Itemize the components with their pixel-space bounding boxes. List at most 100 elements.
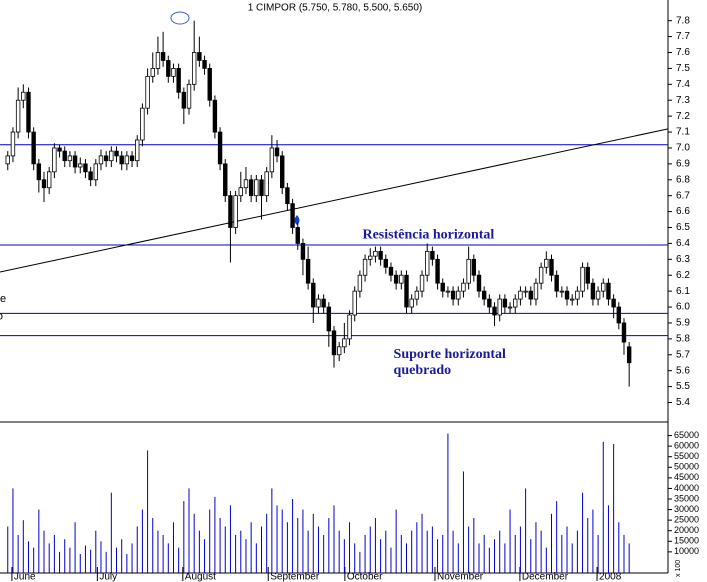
y-tick-label: 6.3 — [676, 254, 690, 265]
candle-body — [471, 258, 477, 276]
annotation: quebrado — [394, 363, 452, 378]
y-tick-label: 7.0 — [676, 143, 690, 154]
candle-body — [78, 163, 83, 168]
candle-body — [611, 298, 616, 308]
candle-body — [223, 163, 228, 197]
candle-body — [212, 99, 218, 133]
candle-body — [404, 274, 409, 308]
candle-body — [585, 266, 590, 284]
candle-body — [124, 155, 130, 165]
y2-tick-label: 15000 — [674, 536, 699, 546]
candle-body — [5, 155, 10, 165]
candle-body — [269, 147, 275, 173]
candle-body — [533, 282, 539, 300]
candle-body — [15, 99, 21, 133]
candle-body — [67, 155, 73, 162]
candle-body — [243, 179, 249, 189]
candle-body — [316, 298, 321, 308]
annotation: Resistência horizontal — [362, 228, 494, 243]
candle-body — [487, 298, 492, 308]
candle-body — [72, 155, 78, 168]
y-tick-label: 6.2 — [676, 270, 690, 281]
y-tick-label: 5.8 — [676, 334, 690, 345]
candle-body — [383, 258, 388, 268]
candle-body — [280, 155, 285, 189]
candle-body — [564, 290, 570, 300]
candle-body — [160, 52, 166, 61]
candle-body — [528, 290, 533, 300]
candle-body — [264, 171, 269, 197]
annotation: Suporte horizontal — [394, 347, 507, 362]
candle-body — [425, 250, 430, 276]
candle-body — [326, 306, 332, 332]
candle-body — [202, 60, 207, 69]
y-tick-label: 5.9 — [676, 318, 690, 329]
y2-tick-label: 40000 — [674, 483, 699, 493]
candle-body — [621, 322, 627, 343]
candle-body — [554, 274, 559, 292]
y-tick-label: 6.1 — [676, 286, 690, 297]
y-tick-label: 6.6 — [676, 206, 690, 217]
volume-unit-label: x 100 — [675, 560, 682, 577]
candle-body — [150, 68, 155, 77]
candle-body — [419, 274, 425, 292]
chart-title: 1 CIMPOR (5.750, 5.780, 5.500, 5.650) — [248, 3, 423, 14]
candle-body — [595, 290, 601, 300]
candle-body — [114, 150, 119, 157]
candle-body — [155, 52, 161, 69]
candle-body — [336, 346, 342, 356]
y-tick-label: 6.5 — [676, 222, 690, 233]
candle-body — [601, 282, 606, 292]
candle-body — [606, 282, 611, 300]
y2-tick-label: 10000 — [674, 546, 699, 556]
candle-body — [300, 243, 306, 260]
x-tick-label: December — [522, 572, 569, 582]
candle-body — [440, 282, 445, 292]
candle-body — [513, 298, 518, 308]
y2-tick-label: 30000 — [674, 504, 699, 514]
candle-body — [357, 274, 363, 292]
y-tick-label: 5.7 — [676, 349, 690, 360]
candle-body — [580, 266, 585, 292]
y-tick-label: 6.8 — [676, 174, 690, 185]
y2-tick-label: 65000 — [674, 430, 699, 440]
candle-body — [217, 131, 223, 165]
candle-body — [476, 274, 482, 292]
y-tick-label: 7.8 — [676, 15, 690, 26]
candle-body — [26, 91, 31, 133]
candle-body — [109, 150, 114, 162]
y-tick-label: 7.2 — [676, 111, 690, 122]
candle-body — [342, 338, 347, 348]
candle-body — [181, 91, 187, 109]
candle-body — [388, 266, 394, 276]
candle-body — [590, 282, 596, 300]
y2-tick-label: 50000 — [674, 462, 699, 472]
candle-body — [393, 274, 399, 284]
candle-body — [559, 290, 565, 293]
x-tick-label: August — [185, 572, 216, 582]
candle-body — [135, 139, 140, 162]
candle-body — [254, 179, 259, 197]
candle-body — [197, 52, 202, 61]
candle-body — [626, 346, 632, 364]
candle-body — [21, 91, 26, 101]
candle-body — [57, 147, 62, 152]
candle-body — [62, 150, 67, 162]
candle-body — [228, 195, 233, 228]
candle-body — [544, 258, 549, 268]
candle-body — [285, 187, 290, 205]
candle-body — [481, 290, 487, 300]
candle-body — [461, 282, 466, 292]
signal-icon — [170, 11, 190, 25]
candle-body — [523, 290, 528, 293]
candle-body — [549, 258, 554, 276]
candle-body — [259, 179, 264, 197]
candle-body — [166, 60, 171, 77]
candle-body — [207, 68, 212, 101]
y-tick-label: 5.4 — [676, 397, 690, 408]
y-tick-label: 7.3 — [676, 95, 690, 106]
candle-body — [321, 298, 326, 308]
candle-body — [368, 255, 373, 260]
candle-body — [31, 131, 36, 165]
y-tick-label: 7.1 — [676, 127, 690, 138]
